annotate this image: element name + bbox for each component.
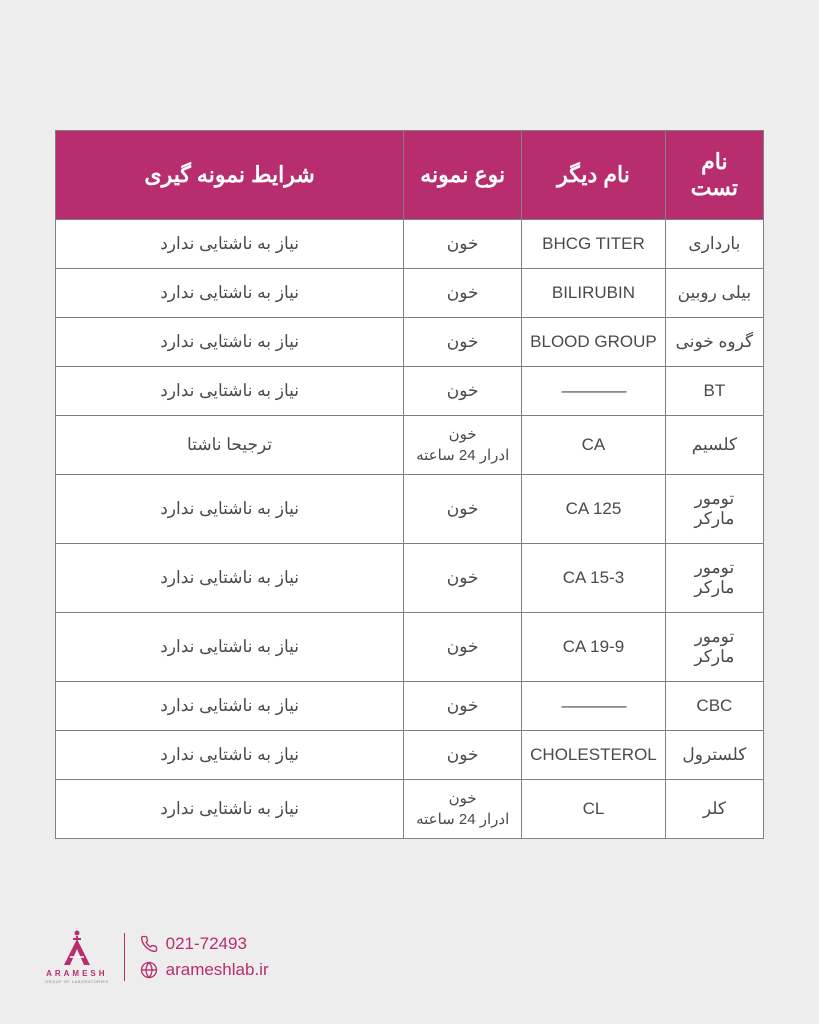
logo-name: ARAMESH xyxy=(46,969,107,978)
cell-sample-type: خونادرار 24 ساعته xyxy=(404,780,522,839)
table-header-row: نام تست نام دیگر نوع نمونه شرایط نمونه گ… xyxy=(56,131,764,220)
cell-test-name: بیلی روبین xyxy=(665,269,763,318)
cell-sample-type: خون xyxy=(404,220,522,269)
website-row: arameshlab.ir xyxy=(140,960,269,980)
table-row: بارداریBHCG TITERخوننیاز به ناشتایی ندار… xyxy=(56,220,764,269)
table-row: CBC————خوننیاز به ناشتایی ندارد xyxy=(56,682,764,731)
cell-other-name: CA 125 xyxy=(522,475,666,544)
table-row: گروه خونیBLOOD GROUPخوننیاز به ناشتایی ن… xyxy=(56,318,764,367)
table-row: تومور مارکرCA 15-3خوننیاز به ناشتایی ندا… xyxy=(56,544,764,613)
footer: ARAMESH GROUP OF LABORATORIES 021-72493 … xyxy=(45,929,269,984)
cell-test-name: کلسیم xyxy=(665,416,763,475)
cell-sample-type: خون xyxy=(404,367,522,416)
cell-other-name: BILIRUBIN xyxy=(522,269,666,318)
cell-other-name: CHOLESTEROL xyxy=(522,731,666,780)
cell-other-name: ———— xyxy=(522,682,666,731)
cell-other-name: BHCG TITER xyxy=(522,220,666,269)
cell-conditions: نیاز به ناشتایی ندارد xyxy=(56,682,404,731)
phone-icon xyxy=(140,935,158,953)
cell-conditions: ترجیحا ناشتا xyxy=(56,416,404,475)
cell-conditions: نیاز به ناشتایی ندارد xyxy=(56,318,404,367)
header-sample-type: نوع نمونه xyxy=(404,131,522,220)
cell-test-name: بارداری xyxy=(665,220,763,269)
cell-test-name: CBC xyxy=(665,682,763,731)
brand-logo: ARAMESH GROUP OF LABORATORIES xyxy=(45,929,109,984)
cell-test-name: تومور مارکر xyxy=(665,475,763,544)
phone-number: 021-72493 xyxy=(166,934,247,954)
table-row: کلسترولCHOLESTEROLخوننیاز به ناشتایی ندا… xyxy=(56,731,764,780)
header-other-name: نام دیگر xyxy=(522,131,666,220)
website-url: arameshlab.ir xyxy=(166,960,269,980)
table-row: تومور مارکرCA 19-9خوننیاز به ناشتایی ندا… xyxy=(56,613,764,682)
cell-conditions: نیاز به ناشتایی ندارد xyxy=(56,220,404,269)
lab-tests-table: نام تست نام دیگر نوع نمونه شرایط نمونه گ… xyxy=(55,130,764,839)
cell-other-name: CA 19-9 xyxy=(522,613,666,682)
table-row: تومور مارکرCA 125خوننیاز به ناشتایی ندار… xyxy=(56,475,764,544)
cell-other-name: ———— xyxy=(522,367,666,416)
cell-test-name: گروه خونی xyxy=(665,318,763,367)
cell-conditions: نیاز به ناشتایی ندارد xyxy=(56,475,404,544)
cell-test-name: تومور مارکر xyxy=(665,544,763,613)
cell-conditions: نیاز به ناشتایی ندارد xyxy=(56,544,404,613)
table-row: کلرCLخونادرار 24 ساعتهنیاز به ناشتایی ند… xyxy=(56,780,764,839)
cell-sample-type: خون xyxy=(404,731,522,780)
table-container: نام تست نام دیگر نوع نمونه شرایط نمونه گ… xyxy=(0,0,819,839)
cell-sample-type: خون xyxy=(404,269,522,318)
table-row: بیلی روبینBILIRUBINخوننیاز به ناشتایی ند… xyxy=(56,269,764,318)
cell-sample-type: خونادرار 24 ساعته xyxy=(404,416,522,475)
cell-sample-type: خون xyxy=(404,682,522,731)
cell-other-name: CA xyxy=(522,416,666,475)
logo-subtitle: GROUP OF LABORATORIES xyxy=(45,979,109,984)
cell-conditions: نیاز به ناشتایی ندارد xyxy=(56,269,404,318)
cell-test-name: کلر xyxy=(665,780,763,839)
globe-icon xyxy=(140,961,158,979)
phone-row: 021-72493 xyxy=(140,934,269,954)
cell-sample-type: خون xyxy=(404,318,522,367)
cell-test-name: BT xyxy=(665,367,763,416)
table-body: بارداریBHCG TITERخوننیاز به ناشتایی ندار… xyxy=(56,220,764,839)
cell-conditions: نیاز به ناشتایی ندارد xyxy=(56,780,404,839)
cell-other-name: CL xyxy=(522,780,666,839)
table-row: BT————خوننیاز به ناشتایی ندارد xyxy=(56,367,764,416)
cell-sample-type: خون xyxy=(404,475,522,544)
cell-conditions: نیاز به ناشتایی ندارد xyxy=(56,731,404,780)
header-conditions: شرایط نمونه گیری xyxy=(56,131,404,220)
footer-divider xyxy=(124,933,125,981)
cell-other-name: BLOOD GROUP xyxy=(522,318,666,367)
cell-test-name: کلسترول xyxy=(665,731,763,780)
cell-conditions: نیاز به ناشتایی ندارد xyxy=(56,367,404,416)
cell-test-name: تومور مارکر xyxy=(665,613,763,682)
cell-conditions: نیاز به ناشتایی ندارد xyxy=(56,613,404,682)
header-test-name: نام تست xyxy=(665,131,763,220)
contact-info: 021-72493 arameshlab.ir xyxy=(140,934,269,980)
cell-sample-type: خون xyxy=(404,544,522,613)
cell-other-name: CA 15-3 xyxy=(522,544,666,613)
logo-icon xyxy=(56,929,98,967)
cell-sample-type: خون xyxy=(404,613,522,682)
table-row: کلسیمCAخونادرار 24 ساعتهترجیحا ناشتا xyxy=(56,416,764,475)
